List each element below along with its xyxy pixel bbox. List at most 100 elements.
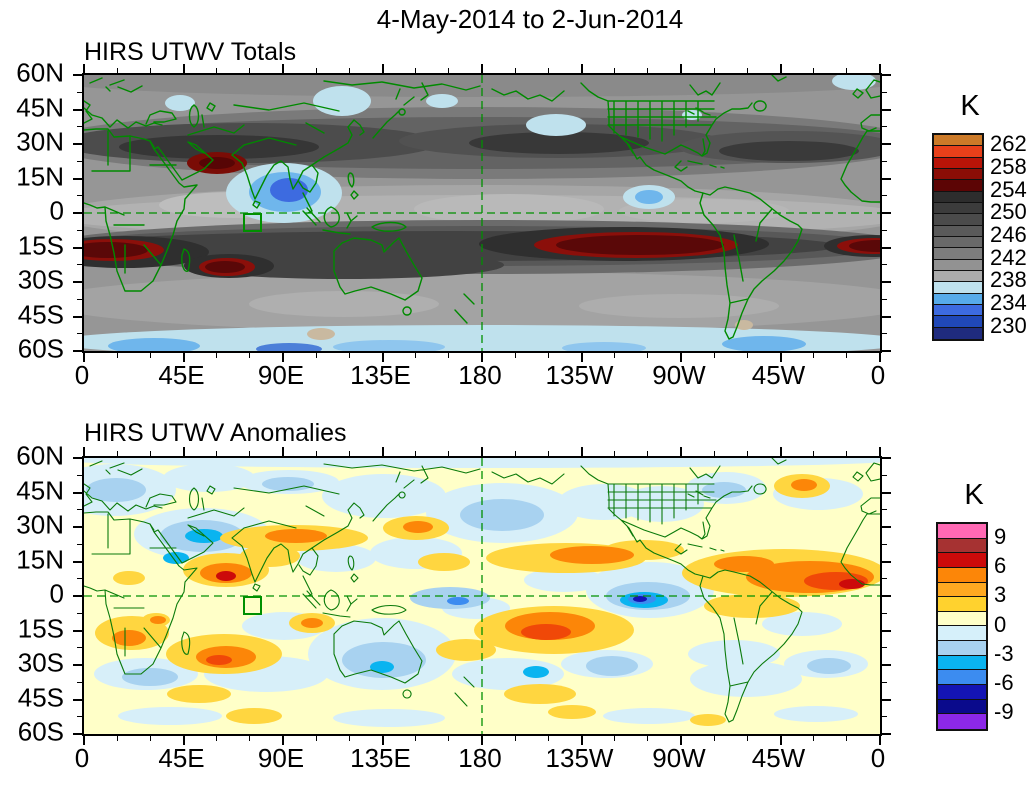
axis-tick [882,229,887,231]
colorbar-segment [934,225,982,237]
axis-tick [580,447,583,456]
axis-tick [882,647,887,649]
axis-tick [77,126,82,128]
colorbar-tick-label: 254 [990,176,1027,202]
axis-tick [813,353,815,358]
axis-tick [77,681,82,683]
axis-tick [813,736,815,741]
colorbar-segment [934,259,982,271]
axis-tick [315,451,317,456]
y-axis-label: 60N [16,440,64,471]
y-axis-anomalies: 60N 45N 30N 15N 0 15S 30S 45S 60S [0,442,72,744]
x-axis-label: 180 [458,360,502,390]
colorbar-tick-label: 250 [990,199,1027,225]
axis-tick [448,68,450,73]
axis-tick [415,736,417,741]
axis-tick [547,451,549,456]
axis-tick [249,451,251,456]
y-axis-totals: 60N 45N 30N 15N 0 15S 30S 45S 60S [0,59,72,361]
x-axis-anomalies: 0 45E 90E 135E 180 135W 90W 45W 0 [75,743,885,776]
y-axis-label: 15N [16,543,64,574]
x-axis-label: 135W [545,360,614,390]
axis-tick [77,578,82,580]
colorbar-segment [934,180,982,192]
axis-tick [73,457,82,459]
x-axis-label: 0 [74,743,90,773]
axis-tick [315,68,317,73]
x-axis-label: 90E [257,743,305,773]
axis-tick [882,143,891,145]
axis-tick [73,664,82,666]
axis-tick [182,64,185,73]
axis-tick [680,447,682,456]
axis-tick [348,736,350,741]
axis-tick [614,736,616,741]
colorbar-segment [938,582,986,598]
x-axis-label: 45W [751,743,806,773]
colorbar-segment [934,248,982,260]
colorbar-segment [938,699,986,715]
colorbar-tick-label: 6 [994,552,1007,578]
axis-tick [77,716,82,718]
axis-tick [481,447,483,456]
axis-tick [614,451,616,456]
axis-tick [680,64,682,73]
axis-tick [882,160,887,162]
y-axis-label: 0 [49,578,64,609]
axis-tick [846,451,848,456]
axis-tick [77,264,82,266]
axis-tick [882,595,891,597]
axis-tick [879,447,881,456]
axis-tick [746,736,748,741]
axis-tick [882,629,891,632]
axis-tick [77,160,82,162]
colorbar-segment [934,146,982,158]
axis-tick [216,68,218,73]
axis-tick [813,451,815,456]
x-axis-label: 135E [350,360,411,390]
axis-tick [882,177,891,180]
axis-tick [83,736,85,745]
axis-tick [282,64,284,73]
colorbar-segment [938,567,986,583]
axis-tick [315,736,317,741]
axis-tick [514,353,516,358]
map-totals-canvas [84,75,880,351]
axis-tick [514,451,516,456]
axis-tick [547,353,549,358]
axis-tick [882,333,887,335]
axis-tick [348,353,350,358]
axis-tick [882,491,891,494]
axis-tick [415,68,417,73]
axis-tick [882,212,891,214]
y-axis-label: 45N [16,91,64,122]
axis-tick [879,736,881,745]
axis-tick [73,246,82,249]
colorbar-segment [938,553,986,568]
colorbar-anomalies-labels: 9 6 3 0 -3 -6 -9 [994,522,1027,727]
axis-tick [73,108,82,111]
axis-tick [882,578,887,580]
axis-tick [116,68,118,73]
colorbar-segment [938,597,986,612]
panel-totals-title: HIRS UTWV Totals [84,38,297,66]
axis-tick [882,716,887,718]
axis-tick [282,736,284,745]
axis-tick [77,91,82,93]
axis-tick [882,457,891,459]
axis-tick [73,350,82,352]
x-axis-label: 45W [751,360,806,390]
colorbar-tick-label: 242 [990,244,1027,270]
colorbar-segment [938,524,986,539]
axis-tick [216,451,218,456]
axis-tick [415,451,417,456]
axis-tick [779,736,782,745]
colorbar-segment [938,626,986,642]
axis-tick [77,298,82,300]
colorbar-segment [938,714,986,729]
colorbar-segment [934,304,982,317]
colorbar-segment [934,236,982,249]
axis-tick [882,264,887,266]
axis-tick [882,350,891,352]
